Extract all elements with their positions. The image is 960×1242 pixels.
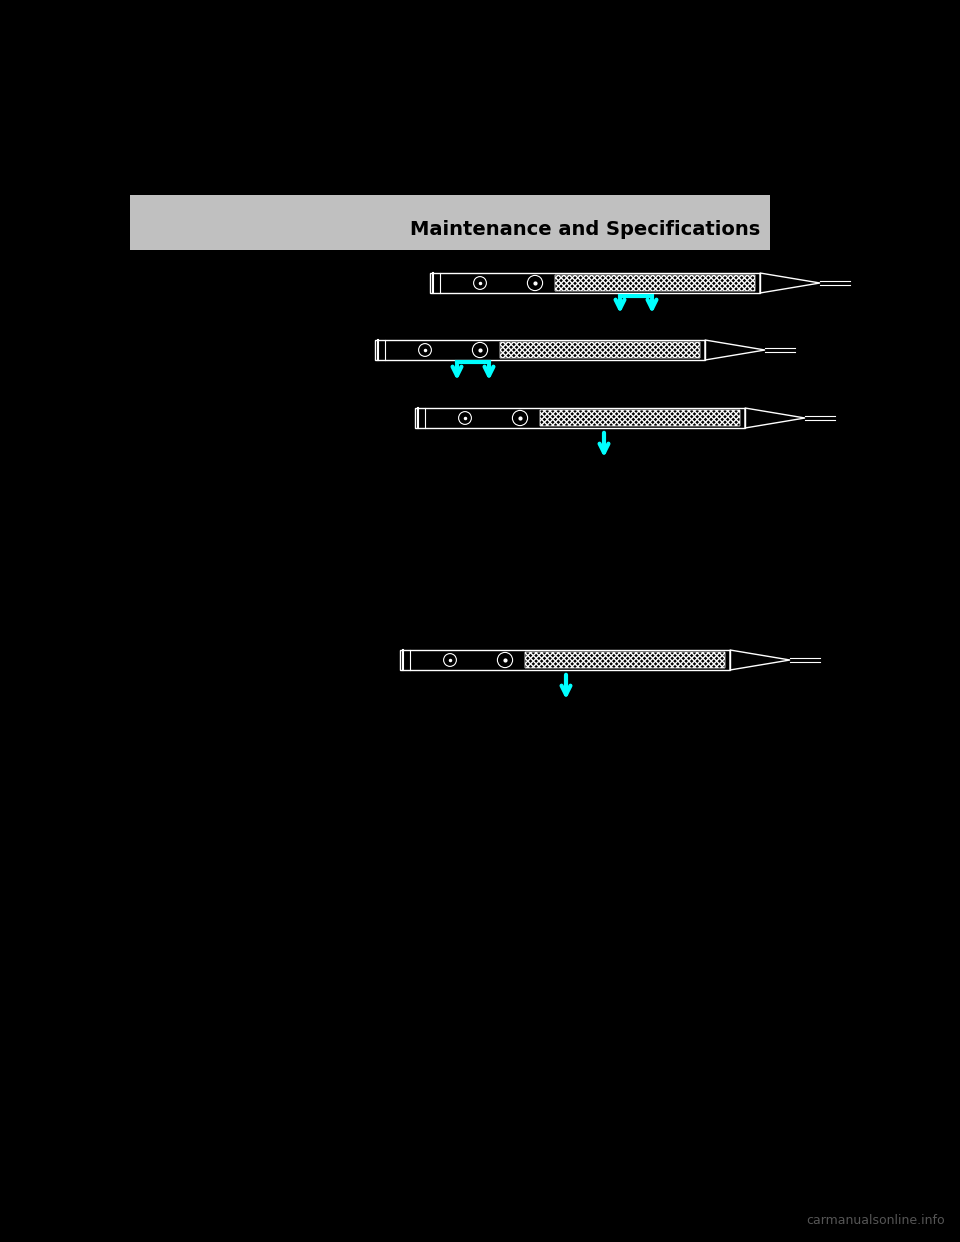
Bar <box>555 274 755 291</box>
Text: carmanualsonline.info: carmanualsonline.info <box>806 1213 945 1227</box>
Bar <box>430 273 760 293</box>
Bar <box>415 409 745 428</box>
Bar <box>500 342 700 358</box>
Bar <box>525 652 725 668</box>
Bar <box>500 342 700 358</box>
Bar <box>540 410 740 426</box>
Text: Maintenance and Specifications: Maintenance and Specifications <box>410 220 760 238</box>
Bar <box>400 650 730 669</box>
Bar <box>375 340 705 360</box>
Bar <box>540 410 740 426</box>
Bar <box>555 274 755 291</box>
Bar <box>525 652 725 668</box>
Bar <box>130 195 770 250</box>
